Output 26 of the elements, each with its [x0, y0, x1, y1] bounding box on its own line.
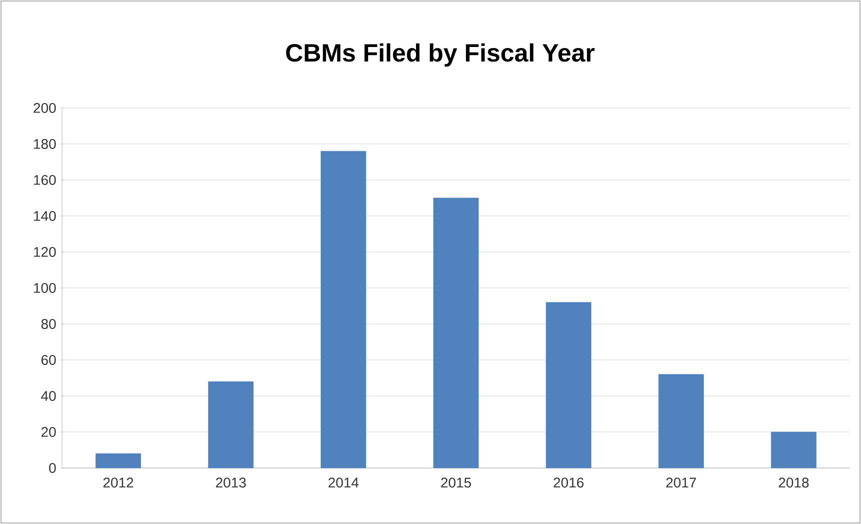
x-tick-label: 2016: [554, 478, 584, 488]
bar: [96, 453, 141, 468]
x-tick-label: 2015: [441, 478, 471, 488]
y-tick-label: 200: [34, 103, 56, 113]
y-tick-label: 40: [41, 391, 56, 401]
bar: [771, 432, 816, 468]
y-tick-label: 20: [41, 427, 56, 437]
bar: [208, 381, 254, 468]
y-tick-label: 80: [41, 319, 56, 329]
x-tick-label: 2012: [103, 478, 134, 488]
x-tick-label: 2013: [216, 478, 246, 488]
x-tick-label: 2017: [666, 478, 696, 488]
y-tick-label: 180: [34, 139, 56, 149]
bar: [546, 302, 592, 468]
bar: [320, 150, 366, 468]
x-tick-label: 2014: [328, 478, 359, 488]
y-tick-label: 120: [34, 247, 56, 257]
x-tick-label: 2018: [778, 478, 809, 488]
y-tick-label: 60: [41, 355, 56, 365]
y-tick-label: 100: [34, 283, 56, 293]
y-tick-label: 160: [34, 175, 56, 185]
y-tick-label: 140: [34, 211, 56, 221]
bar: [658, 374, 704, 468]
y-tick-label: 0: [49, 463, 56, 473]
bar: [433, 198, 479, 468]
chart-title: CBMs Filed by Fiscal Year: [286, 43, 595, 67]
